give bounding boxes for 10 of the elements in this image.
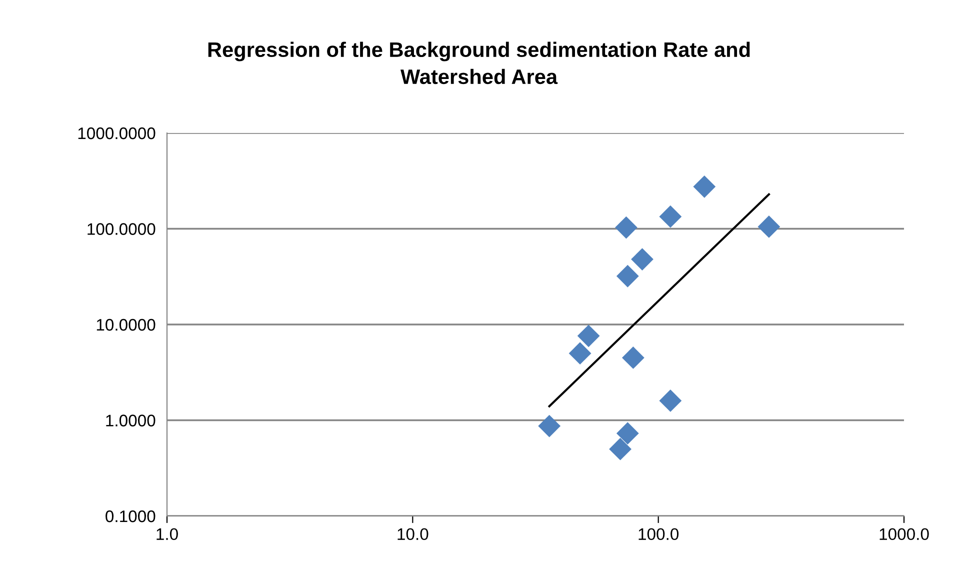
y-tick-label: 10.0000 [96, 318, 156, 331]
chart-title: Regression of the Background sedimentation Rate and Watershed Area [208, 42, 750, 84]
x-tick-label: 1.0 [156, 528, 178, 540]
y-tick-label: 100.0000 [88, 223, 156, 235]
y-tick-label: 1.0000 [106, 414, 156, 426]
y-tick-label: 1000.0000 [78, 127, 156, 140]
y-tick-label: 0.1000 [106, 510, 156, 522]
x-tick-label: 100.0 [638, 528, 679, 540]
x-tick-label: 10.0 [398, 528, 428, 540]
x-tick-label: 1000.0 [880, 528, 929, 540]
